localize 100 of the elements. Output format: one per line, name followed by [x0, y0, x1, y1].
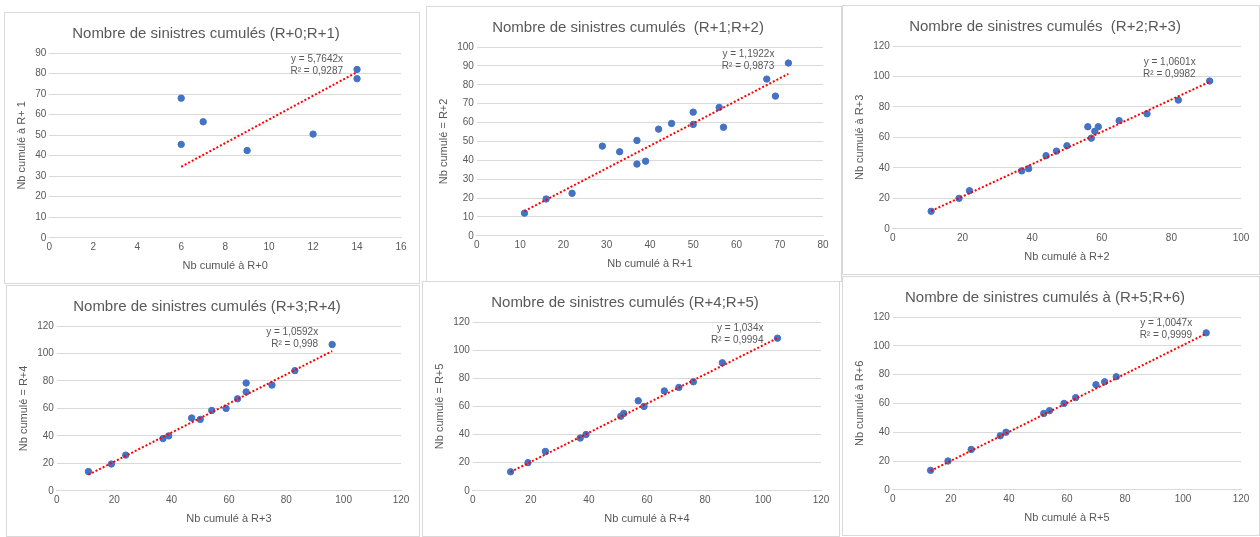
- point: [242, 379, 250, 387]
- y-tick-label: 120: [37, 319, 55, 331]
- y-tick-label: 0: [464, 484, 471, 496]
- x-tick-label: 10: [263, 240, 276, 252]
- point: [689, 108, 697, 116]
- y-tick-label: 10: [35, 211, 47, 223]
- x-tick-label: 70: [774, 238, 786, 250]
- x-tick-label: 4: [134, 240, 141, 252]
- x-tick-label: 20: [956, 231, 969, 243]
- y-tick-label: 20: [35, 190, 47, 202]
- x-tick-label: 8: [222, 240, 229, 252]
- point: [268, 381, 276, 389]
- point: [634, 397, 642, 405]
- y-axis-title: Nb cumulé = R+4: [16, 365, 29, 452]
- x-tick-label: 80: [699, 493, 711, 505]
- point: [84, 467, 93, 476]
- y-tick-label: 40: [35, 149, 47, 161]
- y-tick-label: 50: [462, 135, 475, 147]
- y-tick-label: 60: [42, 402, 55, 414]
- x-axis-title: Nb cumulé à R+2: [1024, 250, 1110, 263]
- point: [1092, 380, 1100, 389]
- annotation: y = 1,0047x: [1140, 316, 1193, 328]
- x-tick-label: 40: [644, 238, 656, 250]
- annotation: y = 1,1922x: [722, 47, 775, 59]
- x-tick-label: 120: [1232, 492, 1250, 504]
- annotation: R² = 0,998: [271, 337, 319, 349]
- x-tick-label: 12: [307, 240, 320, 252]
- y-tick-label: 20: [462, 191, 475, 203]
- chart-title: Nombre de sinistres cumulés (R+3;R+4): [73, 297, 341, 315]
- y-tick-label: 40: [462, 154, 475, 166]
- y-tick-label: 100: [457, 40, 475, 52]
- x-tick-label: 100: [335, 493, 353, 505]
- chart-title: Nombre de sinistres cumulés (R+1;R+2): [492, 18, 764, 36]
- annotation: R² = 0,9999: [1139, 328, 1193, 340]
- y-tick-label: 0: [48, 484, 55, 496]
- point: [719, 123, 728, 131]
- point: [242, 388, 250, 396]
- x-tick-label: 16: [395, 240, 407, 252]
- point: [633, 160, 641, 168]
- point: [177, 94, 185, 102]
- point: [309, 130, 317, 138]
- x-tick-label: 120: [812, 493, 830, 505]
- point: [520, 209, 529, 217]
- y-tick-label: 90: [35, 46, 47, 58]
- point: [667, 119, 676, 128]
- point: [771, 92, 780, 100]
- annotation: R² = 0,9982: [1143, 67, 1197, 79]
- point: [784, 59, 793, 67]
- point: [541, 447, 550, 456]
- annotation: R² = 0,9994: [710, 333, 764, 345]
- point: [1094, 123, 1102, 131]
- x-axis-title: Nb cumulé à R+4: [604, 512, 690, 525]
- y-tick-label: 20: [42, 457, 55, 469]
- y-tick-label: 60: [35, 108, 47, 120]
- y-tick-label: 40: [458, 428, 471, 440]
- y-tick-label: 120: [453, 315, 471, 327]
- y-tick-label: 70: [35, 87, 47, 99]
- point: [641, 157, 650, 165]
- chart-title: Nombre de sinistres cumulés à (R+5;R+6): [904, 288, 1186, 306]
- y-tick-label: 30: [462, 172, 475, 184]
- y-tick-label: 60: [878, 131, 891, 143]
- x-tick-label: 80: [817, 238, 829, 250]
- x-tick-label: 60: [641, 493, 653, 505]
- x-tick-label: 100: [1232, 231, 1250, 243]
- y-tick-label: 20: [458, 456, 471, 468]
- x-tick-label: 20: [108, 493, 121, 505]
- point: [660, 387, 669, 395]
- x-tick-label: 100: [1174, 492, 1192, 504]
- point: [763, 75, 771, 83]
- point: [1174, 96, 1183, 104]
- y-tick-label: 40: [878, 425, 891, 437]
- x-tick-label: 40: [583, 493, 595, 505]
- point: [615, 148, 624, 156]
- x-tick-label: 6: [178, 240, 185, 252]
- y-axis-title: Nb cumulé à R+ 1: [14, 101, 27, 190]
- y-tick-label: 80: [458, 372, 471, 384]
- y-axis-title: Nb cumulé = R+5: [432, 363, 445, 450]
- y-axis-title: Nb cumulé à R+6: [852, 360, 865, 447]
- point: [633, 136, 641, 145]
- x-tick-label: 2: [90, 240, 97, 252]
- y-tick-label: 100: [37, 347, 55, 359]
- y-tick-label: 60: [458, 400, 471, 412]
- x-tick-label: 20: [557, 238, 570, 250]
- y-tick-label: 40: [42, 429, 55, 441]
- x-tick-label: 14: [351, 240, 364, 252]
- point: [1143, 110, 1151, 118]
- y-tick-label: 30: [35, 169, 47, 181]
- y-tick-label: 80: [878, 368, 891, 380]
- point: [1202, 329, 1210, 337]
- x-tick-label: 60: [730, 238, 743, 250]
- point: [568, 189, 576, 198]
- x-tick-label: 10: [514, 238, 527, 250]
- y-tick-label: 80: [462, 78, 475, 90]
- x-tick-label: 60: [1061, 492, 1073, 504]
- x-axis-title: Nb cumulé à R+1: [607, 257, 693, 270]
- point: [1115, 116, 1123, 125]
- x-tick-label: 120: [392, 493, 410, 505]
- x-tick-label: 80: [1119, 492, 1131, 504]
- x-axis-title: Nb cumulé à R+0: [182, 259, 268, 272]
- y-tick-label: 80: [878, 100, 891, 112]
